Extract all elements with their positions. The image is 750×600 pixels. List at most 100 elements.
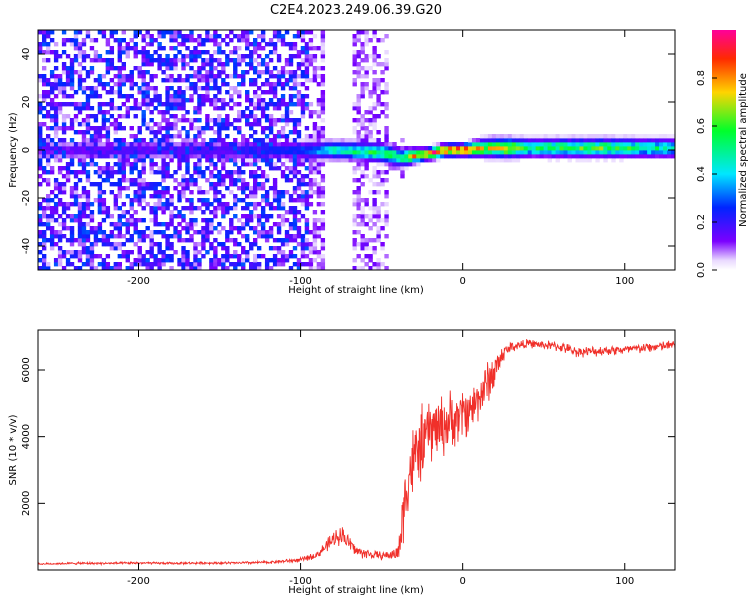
heatmap-cell: [185, 62, 190, 67]
heatmap-cell: [129, 154, 134, 159]
heatmap-cell: [169, 194, 174, 199]
heatmap-cell: [209, 182, 214, 187]
heatmap-cell: [308, 266, 314, 271]
heatmap-cell: [372, 222, 377, 227]
heatmap-cell: [260, 150, 266, 155]
heatmap-cell: [225, 114, 230, 119]
heatmap-cell: [113, 226, 119, 231]
heatmap-cell: [360, 158, 365, 163]
heatmap-cell: [237, 154, 242, 159]
heatmap-cell: [280, 194, 286, 199]
heatmap-cell: [380, 170, 385, 175]
colorbar-tick-label: 0.2: [696, 214, 707, 230]
heatmap-cell: [205, 150, 210, 155]
heatmap-cell: [141, 82, 146, 87]
heatmap-cell: [296, 150, 302, 155]
heatmap-cell: [663, 146, 668, 151]
heatmap-cell: [205, 114, 210, 119]
heatmap-cell: [97, 174, 103, 179]
heatmap-cell: [141, 262, 146, 267]
heatmap-cell: [348, 146, 353, 151]
heatmap-cell: [368, 254, 373, 259]
heatmap-cell: [41, 210, 47, 215]
heatmap-cell: [364, 242, 369, 247]
heatmap-cell: [312, 242, 318, 247]
heatmap-cell: [603, 150, 608, 155]
heatmap-cell: [260, 226, 266, 231]
heatmap-cell: [543, 134, 548, 139]
heatmap-cell: [38, 166, 43, 171]
heatmap-cell: [185, 54, 190, 59]
heatmap-cell: [213, 78, 218, 83]
heatmap-cell: [615, 134, 620, 139]
heatmap-cell: [252, 46, 258, 51]
heatmap-cell: [141, 114, 146, 119]
heatmap-cell: [563, 142, 568, 147]
heatmap-cell: [38, 250, 43, 255]
heatmap-cell: [475, 142, 481, 147]
heatmap-cell: [245, 142, 250, 147]
heatmap-cell: [185, 34, 190, 39]
heatmap-cell: [268, 58, 274, 63]
heatmap-cell: [535, 146, 541, 151]
heatmap-cell: [89, 262, 95, 267]
heatmap-cell: [356, 130, 361, 135]
heatmap-cell: [229, 150, 234, 155]
heatmap-cell: [41, 258, 47, 263]
heatmap-cell: [428, 158, 433, 163]
heatmap-cell: [157, 166, 162, 171]
heatmap-cell: [372, 122, 377, 127]
heatmap-cell: [268, 230, 274, 235]
heatmap-cell: [603, 154, 608, 159]
heatmap-cell: [264, 138, 270, 143]
heatmap-cell: [284, 174, 290, 179]
heatmap-cell: [372, 170, 377, 175]
heatmap-cell: [137, 150, 142, 155]
heatmap-cell: [241, 158, 246, 163]
heatmap-cell: [189, 206, 194, 211]
heatmap-cell: [45, 194, 51, 199]
heatmap-cell: [300, 246, 306, 251]
heatmap-cell: [149, 34, 154, 39]
heatmap-cell: [252, 174, 258, 179]
heatmap-cell: [209, 142, 214, 147]
heatmap-cell: [113, 170, 119, 175]
heatmap-cell: [197, 102, 202, 107]
heatmap-cell: [272, 82, 278, 87]
heatmap-cell: [260, 138, 266, 143]
heatmap-cell: [336, 142, 341, 147]
heatmap-cell: [272, 118, 278, 123]
heatmap-cell: [503, 146, 509, 151]
heatmap-cell: [380, 246, 385, 251]
heatmap-cell: [256, 150, 262, 155]
heatmap-cell: [193, 118, 198, 123]
heatmap-cell: [117, 226, 123, 231]
heatmap-cell: [320, 266, 326, 271]
heatmap-cell: [408, 146, 413, 151]
heatmap-cell: [312, 46, 318, 51]
heatmap-cell: [121, 234, 126, 239]
heatmap-cell: [49, 98, 55, 103]
heatmap-cell: [567, 154, 572, 159]
heatmap-cell: [651, 150, 656, 155]
heatmap-cell: [89, 114, 95, 119]
heatmap-cell: [603, 138, 608, 143]
heatmap-cell: [535, 150, 541, 155]
heatmap-cell: [511, 142, 517, 147]
heatmap-cell: [284, 254, 290, 259]
heatmap-cell: [237, 242, 242, 247]
heatmap-cell: [356, 266, 361, 271]
heatmap-cell: [408, 150, 413, 155]
heatmap-cell: [308, 138, 314, 143]
heatmap-cell: [177, 146, 182, 151]
heatmap-cell: [145, 70, 150, 75]
heatmap-cell: [507, 138, 513, 143]
heatmap-cell: [113, 262, 119, 267]
heatmap-cell: [221, 194, 226, 199]
heatmap-cell: [125, 154, 130, 159]
heatmap-cell: [149, 74, 154, 79]
heatmap-cell: [61, 266, 67, 271]
heatmap-cell: [213, 58, 218, 63]
heatmap-cell: [181, 98, 186, 103]
heatmap-cell: [491, 146, 497, 151]
